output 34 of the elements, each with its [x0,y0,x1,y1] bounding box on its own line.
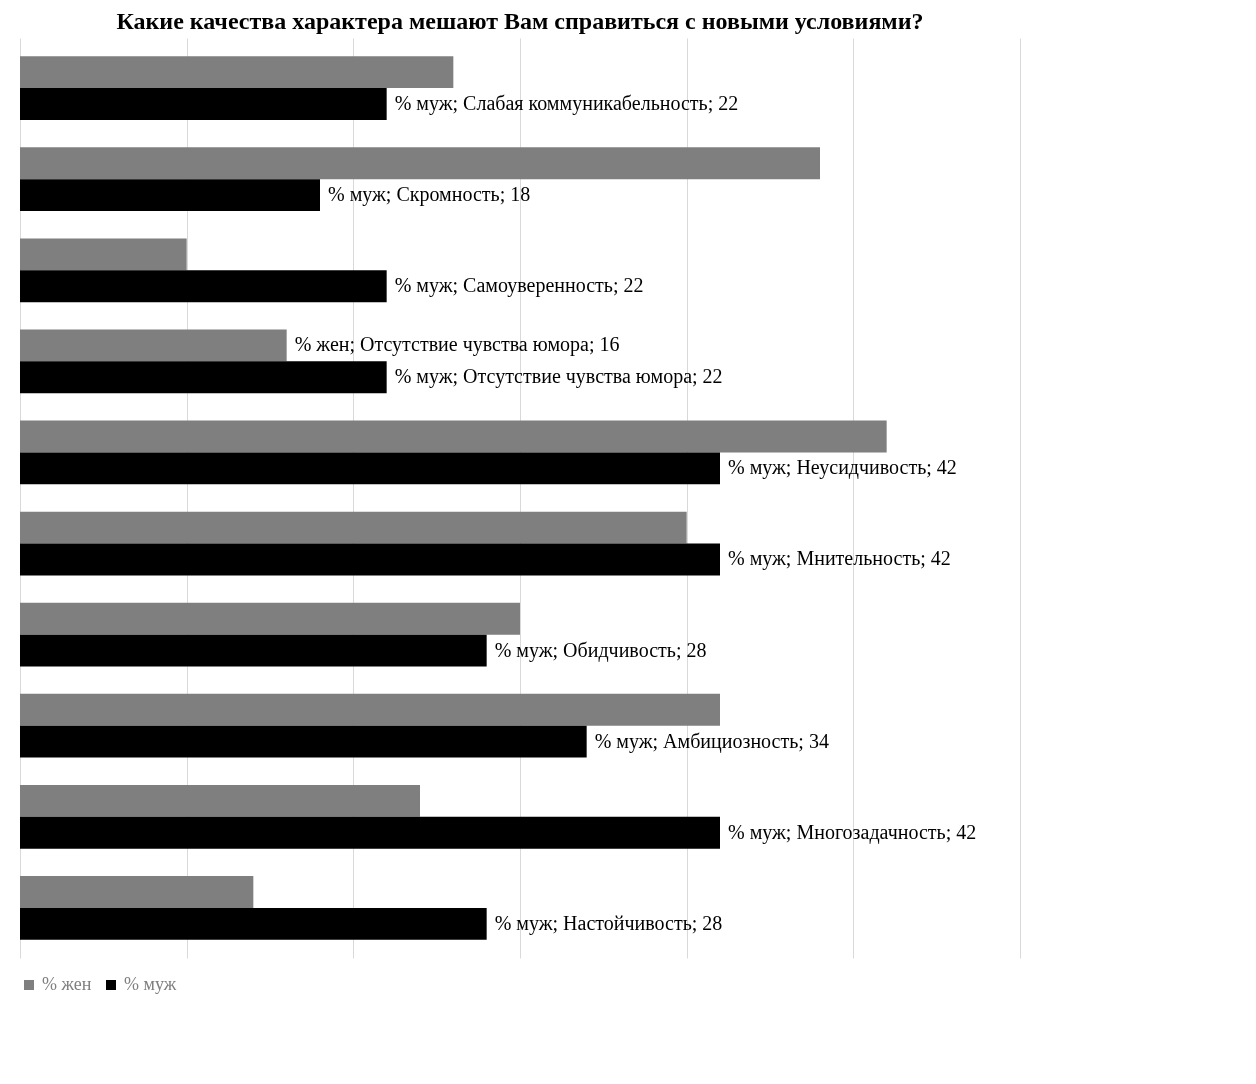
bar [20,784,420,817]
chart-title: Какие качества характера мешают Вам справиться с новыми условиями? [116,8,924,34]
data-label: % муж; Неусидчивость; 42 [728,456,957,480]
bar [20,238,187,271]
data-label: % муж; Настойчивость; 28 [494,911,723,935]
data-label: % муж; Мнительность; 42 [728,547,951,571]
bar [20,816,720,849]
bar [20,56,454,89]
data-label: % муж; Амбициозность; 34 [594,729,829,753]
bar [20,147,820,180]
legend-label: % муж [124,974,177,994]
legend-label: % жен [42,974,92,994]
data-label: % жен; Отсутствие чувства юмора; 16 [294,333,620,357]
bar [20,543,720,576]
bar [20,511,687,544]
bar [20,602,520,635]
bar [20,270,387,303]
bar [20,329,287,362]
bar [20,634,487,667]
bar [20,725,587,758]
bar [20,876,254,908]
bar [20,361,387,394]
bar [20,452,720,485]
data-label: % муж; Слабая коммуникабельность; 22 [394,92,739,116]
data-label: % муж; Обидчивость; 28 [494,638,707,662]
data-label: % муж; Скромность; 18 [328,183,531,207]
bar [20,179,320,212]
bar [20,88,387,120]
bar [20,420,887,453]
data-label: % муж; Самоуверенность; 22 [394,274,644,298]
bar [20,907,487,940]
data-label: % муж; Многозадачность; 42 [728,820,977,844]
data-label: % муж; Отсутствие чувства юмора; 22 [394,365,723,389]
bar [20,693,720,726]
